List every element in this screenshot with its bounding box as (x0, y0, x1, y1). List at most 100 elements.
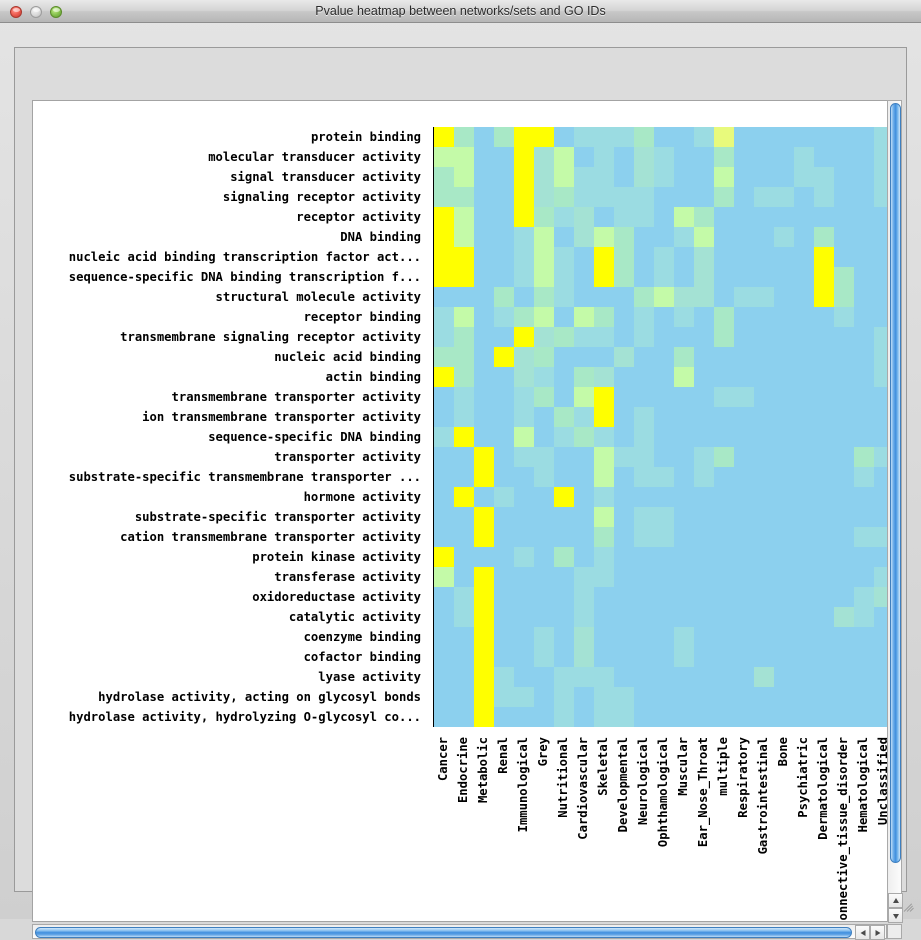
heatmap-cell[interactable] (774, 667, 794, 687)
heatmap-cell[interactable] (674, 247, 694, 267)
heatmap-cell[interactable] (554, 487, 574, 507)
heatmap-cell[interactable] (494, 567, 514, 587)
heatmap-cell[interactable] (574, 367, 594, 387)
heatmap-cell[interactable] (854, 187, 874, 207)
heatmap-cell[interactable] (754, 387, 774, 407)
heatmap-cell[interactable] (514, 407, 534, 427)
heatmap-cell[interactable] (794, 227, 814, 247)
heatmap-cell[interactable] (474, 707, 494, 727)
heatmap-cell[interactable] (814, 487, 834, 507)
heatmap-cell[interactable] (834, 567, 854, 587)
heatmap-cell[interactable] (554, 647, 574, 667)
heatmap-cell[interactable] (574, 247, 594, 267)
heatmap-cell[interactable] (834, 547, 854, 567)
heatmap-cell[interactable] (634, 607, 654, 627)
heatmap-cell[interactable] (434, 147, 454, 167)
heatmap-cell[interactable] (634, 207, 654, 227)
heatmap-cell[interactable] (774, 147, 794, 167)
heatmap-cell[interactable] (434, 647, 454, 667)
heatmap-cell[interactable] (634, 587, 654, 607)
heatmap-cell[interactable] (714, 647, 734, 667)
heatmap-cell[interactable] (554, 567, 574, 587)
heatmap-cell[interactable] (474, 547, 494, 567)
heatmap-cell[interactable] (554, 687, 574, 707)
heatmap-cell[interactable] (614, 307, 634, 327)
heatmap-cell[interactable] (714, 627, 734, 647)
heatmap-cell[interactable] (454, 347, 474, 367)
heatmap-cell[interactable] (694, 227, 714, 247)
heatmap-cell[interactable] (654, 147, 674, 167)
heatmap-cell[interactable] (774, 287, 794, 307)
heatmap-cell[interactable] (814, 187, 834, 207)
heatmap-cell[interactable] (774, 487, 794, 507)
heatmap-cell[interactable] (814, 227, 834, 247)
heatmap-cell[interactable] (674, 407, 694, 427)
heatmap-cell[interactable] (454, 327, 474, 347)
heatmap-cell[interactable] (514, 607, 534, 627)
heatmap-cell[interactable] (694, 447, 714, 467)
heatmap-cell[interactable] (574, 147, 594, 167)
heatmap-cell[interactable] (814, 407, 834, 427)
heatmap-cell[interactable] (714, 227, 734, 247)
heatmap-cell[interactable] (734, 387, 754, 407)
heatmap-cell[interactable] (474, 587, 494, 607)
heatmap-cell[interactable] (734, 667, 754, 687)
heatmap-cell[interactable] (774, 207, 794, 227)
heatmap-cell[interactable] (654, 427, 674, 447)
heatmap-cell[interactable] (554, 627, 574, 647)
heatmap-cell[interactable] (714, 127, 734, 147)
heatmap-cell[interactable] (774, 367, 794, 387)
heatmap-cell[interactable] (454, 287, 474, 307)
heatmap-cell[interactable] (654, 267, 674, 287)
heatmap-cell[interactable] (474, 187, 494, 207)
heatmap-cell[interactable] (454, 387, 474, 407)
heatmap-cell[interactable] (754, 247, 774, 267)
heatmap-cell[interactable] (674, 707, 694, 727)
heatmap-cell[interactable] (754, 227, 774, 247)
heatmap-cell[interactable] (754, 507, 774, 527)
heatmap-cell[interactable] (734, 467, 754, 487)
heatmap-cell[interactable] (734, 147, 754, 167)
heatmap-cell[interactable] (794, 407, 814, 427)
heatmap-cell[interactable] (474, 247, 494, 267)
heatmap-cell[interactable] (494, 507, 514, 527)
heatmap-cell[interactable] (634, 167, 654, 187)
heatmap-cell[interactable] (754, 267, 774, 287)
heatmap-cell[interactable] (514, 247, 534, 267)
heatmap-cell[interactable] (694, 187, 714, 207)
heatmap-cell[interactable] (854, 487, 874, 507)
heatmap-cell[interactable] (834, 367, 854, 387)
heatmap-cell[interactable] (634, 567, 654, 587)
heatmap-cell[interactable] (614, 547, 634, 567)
heatmap-cell[interactable] (574, 627, 594, 647)
heatmap-cell[interactable] (674, 167, 694, 187)
heatmap-cell[interactable] (814, 207, 834, 227)
heatmap-cell[interactable] (694, 587, 714, 607)
heatmap-cell[interactable] (654, 247, 674, 267)
heatmap-cell[interactable] (494, 307, 514, 327)
heatmap-cell[interactable] (654, 467, 674, 487)
heatmap-cell[interactable] (674, 587, 694, 607)
heatmap-cell[interactable] (514, 127, 534, 147)
heatmap-cell[interactable] (754, 327, 774, 347)
heatmap-cell[interactable] (434, 607, 454, 627)
heatmap-cell[interactable] (614, 707, 634, 727)
heatmap-cell[interactable] (654, 187, 674, 207)
heatmap-cell[interactable] (734, 587, 754, 607)
heatmap-cell[interactable] (834, 447, 854, 467)
heatmap-cell[interactable] (734, 607, 754, 627)
heatmap-cell[interactable] (714, 147, 734, 167)
heatmap-cell[interactable] (594, 167, 614, 187)
heatmap-cell[interactable] (814, 387, 834, 407)
heatmap-cell[interactable] (834, 187, 854, 207)
heatmap-cell[interactable] (474, 467, 494, 487)
heatmap-cell[interactable] (674, 347, 694, 367)
heatmap-cell[interactable] (534, 387, 554, 407)
heatmap-cell[interactable] (754, 167, 774, 187)
heatmap-cell[interactable] (474, 607, 494, 627)
heatmap-cell[interactable] (754, 647, 774, 667)
heatmap-cell[interactable] (834, 247, 854, 267)
heatmap-cell[interactable] (834, 707, 854, 727)
heatmap-cell[interactable] (634, 447, 654, 467)
horizontal-scrollbar[interactable] (32, 924, 887, 940)
